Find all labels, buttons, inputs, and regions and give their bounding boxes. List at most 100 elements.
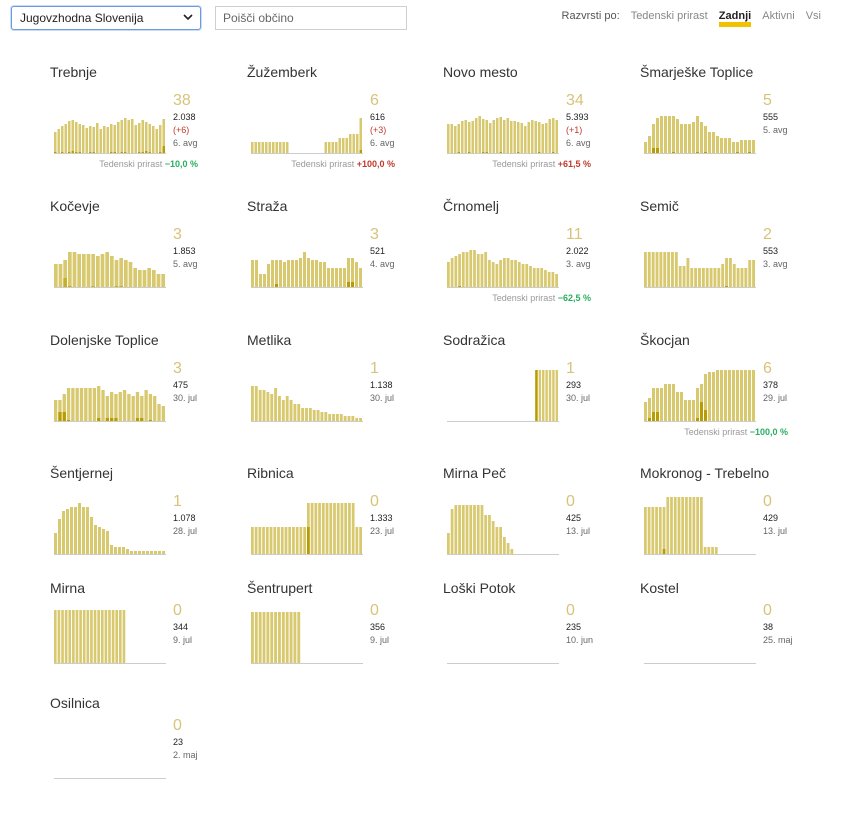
sparkline-bar (62, 394, 66, 422)
total-cases: 293 (566, 380, 582, 390)
total-cases: 1.138 (370, 380, 393, 390)
municipality-card[interactable]: Mokronog - Trebelno 0 429 13. jul (640, 465, 820, 585)
municipality-card[interactable]: Šmarješke Toplice 5 555 5. avg (640, 64, 820, 184)
sparkline-bar (131, 396, 135, 422)
sparkline-bar (476, 505, 480, 555)
sparkline-bar (68, 610, 72, 664)
municipality-card[interactable]: Osilnica 0 23 2. maj (50, 695, 230, 815)
sparkline-bar (335, 268, 338, 288)
sparkline-bar (284, 527, 288, 555)
sparkline-bar (265, 527, 269, 555)
sparkline-bar (92, 388, 97, 422)
sort-option-active[interactable]: Aktivni (762, 10, 795, 22)
last-update-date: 2. maj (173, 750, 198, 760)
municipality-card[interactable]: Loški Potok 0 235 10. jun (443, 580, 623, 700)
sparkline-bar (283, 262, 286, 288)
municipality-card[interactable]: Trebnje 38 2.038 (+6) 6. avg Tedenski prirast… (50, 64, 230, 184)
municipality-card[interactable]: Žužemberk 6 616 (+3) 6. avg Tedenski prirast … (247, 64, 427, 184)
sparkline-bar (725, 258, 728, 288)
sparkline-bar (153, 396, 157, 422)
sort-option-weekly-growth[interactable]: Tedenski prirast (630, 10, 708, 22)
municipality-card[interactable]: Kočevje 3 1.853 5. avg (50, 198, 230, 318)
sparkline-bar (86, 254, 91, 288)
sparkline-bar (254, 142, 257, 154)
sparkline-bar (736, 370, 739, 422)
active-cases: 2 (763, 226, 772, 243)
municipality-card[interactable]: Škocjan 6 378 29. jul Tedenski prirast −100,… (640, 332, 820, 452)
sparkline-bar (450, 258, 454, 288)
sparkline-bar (748, 140, 751, 154)
sparkline-bar (154, 551, 157, 555)
sparkline-baseline (447, 554, 559, 555)
sparkline-bar (732, 142, 735, 154)
sparkline-chart (447, 250, 559, 288)
municipality-card[interactable]: Ribnica 0 1.333 23. jul (247, 465, 427, 585)
sparkline-bar (251, 386, 254, 422)
sparkline-bar (110, 256, 114, 288)
sparkline-bar (291, 260, 294, 288)
municipality-card[interactable]: Metlika 1 1.138 30. jul (247, 332, 427, 452)
weekly-growth: Tedenski prirast −62,5 % (492, 293, 591, 303)
sparkline-bar (100, 610, 104, 664)
sparkline-bar (100, 254, 105, 288)
sparkline-bar-new (652, 412, 655, 422)
sparkline-bar (517, 262, 521, 288)
sparkline-bar (104, 610, 108, 664)
search-input[interactable] (215, 6, 407, 30)
last-update-date: 30. jul (566, 393, 591, 403)
sparkline-chart (251, 503, 363, 555)
sparkline-bar (660, 388, 663, 422)
sparkline-bar (54, 132, 57, 154)
sparkline-bar-new (347, 282, 350, 288)
municipality-card[interactable]: Semič 2 553 3. avg (640, 198, 820, 318)
municipality-card[interactable]: Kostel 0 38 25. maj (640, 580, 820, 700)
sparkline-bar (324, 142, 327, 154)
sparkline-bar (162, 551, 165, 555)
sparkline-bar (740, 370, 743, 422)
weekly-growth: Tedenski prirast −10,0 % (99, 159, 198, 169)
municipality-card[interactable]: Novo mesto 34 5.393 (+1) 6. avg Tedenski prir… (443, 64, 623, 184)
sparkline-bar (359, 118, 362, 154)
sparkline-bar (314, 503, 318, 555)
municipality-card[interactable]: Straža 3 521 4. avg (247, 198, 427, 318)
sparkline-bar (644, 507, 647, 555)
sparkline-bar (148, 394, 153, 422)
sparkline-bar (667, 252, 671, 288)
municipality-card[interactable]: Šentrupert 0 356 9. jul (247, 580, 427, 700)
sparkline-bar (278, 396, 281, 422)
sparkline-bar (700, 122, 703, 154)
sparkline-bar (496, 118, 499, 154)
sort-option-latest[interactable]: Zadnji (718, 10, 752, 27)
sparkline-bar (79, 388, 84, 422)
sort-option-all[interactable]: Vsi (805, 10, 821, 22)
sparkline-bar (161, 406, 165, 422)
municipality-card[interactable]: Sodražica 1 293 30. jul (443, 332, 623, 452)
sparkline-bar (303, 252, 306, 288)
sparkline-bar (106, 531, 109, 555)
sparkline-bar-new (105, 418, 109, 422)
sparkline-bar (684, 124, 687, 154)
sparkline-bar (94, 525, 97, 555)
sparkline-bar (288, 527, 292, 555)
active-cases: 0 (566, 602, 575, 619)
sparkline-bar (106, 127, 109, 154)
sparkline-bar (78, 503, 81, 555)
municipality-card[interactable]: Mirna 0 344 9. jul (50, 580, 230, 700)
region-select[interactable]: Jugovzhodna Slovenija (11, 6, 201, 30)
sparkline-bar (127, 120, 130, 154)
municipality-card[interactable]: Črnomelj 11 2.022 3. avg Tedenski prirast −6… (443, 198, 623, 318)
municipality-card[interactable]: Mirna Peč 0 425 13. jul (443, 465, 623, 585)
sparkline-bar (329, 503, 333, 555)
toolbar: Jugovzhodna Slovenija Razvrsti po: Teden… (0, 0, 847, 40)
municipality-card[interactable]: Dolenjske Toplice 3 475 30. jul (50, 332, 230, 452)
sparkline-bar (259, 274, 262, 288)
sparkline-chart (251, 386, 363, 422)
sparkline-bar (255, 260, 258, 288)
active-cases: 38 (173, 92, 191, 109)
sparkline-bar (473, 250, 476, 288)
sparkline-bar (62, 511, 65, 555)
sparkline-bar (732, 370, 735, 422)
municipality-card[interactable]: Šentjernej 1 1.078 28. jul (50, 465, 230, 585)
sparkline-bar (692, 122, 695, 154)
municipality-name: Škocjan (640, 332, 690, 348)
